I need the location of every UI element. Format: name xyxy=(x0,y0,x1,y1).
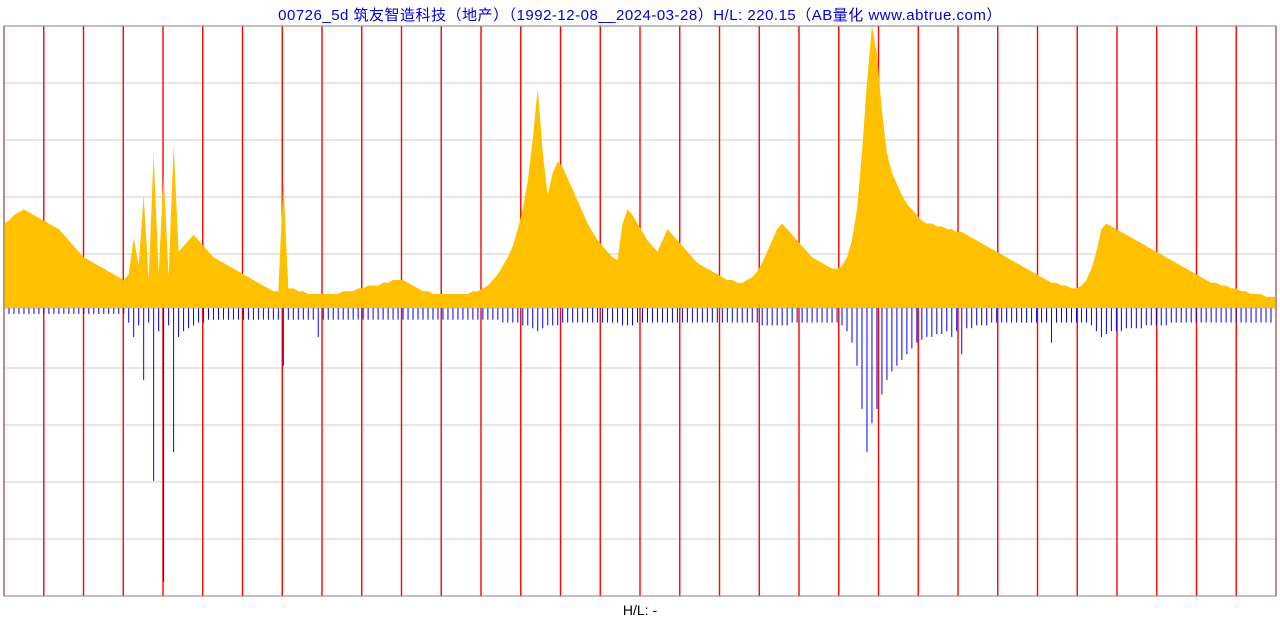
chart-xlabel: H/L: - xyxy=(0,602,1280,618)
chart-plot-area xyxy=(0,0,1280,620)
stock-hl-chart: 00726_5d 筑友智造科技（地产）（1992-12-08__2024-03-… xyxy=(0,0,1280,620)
